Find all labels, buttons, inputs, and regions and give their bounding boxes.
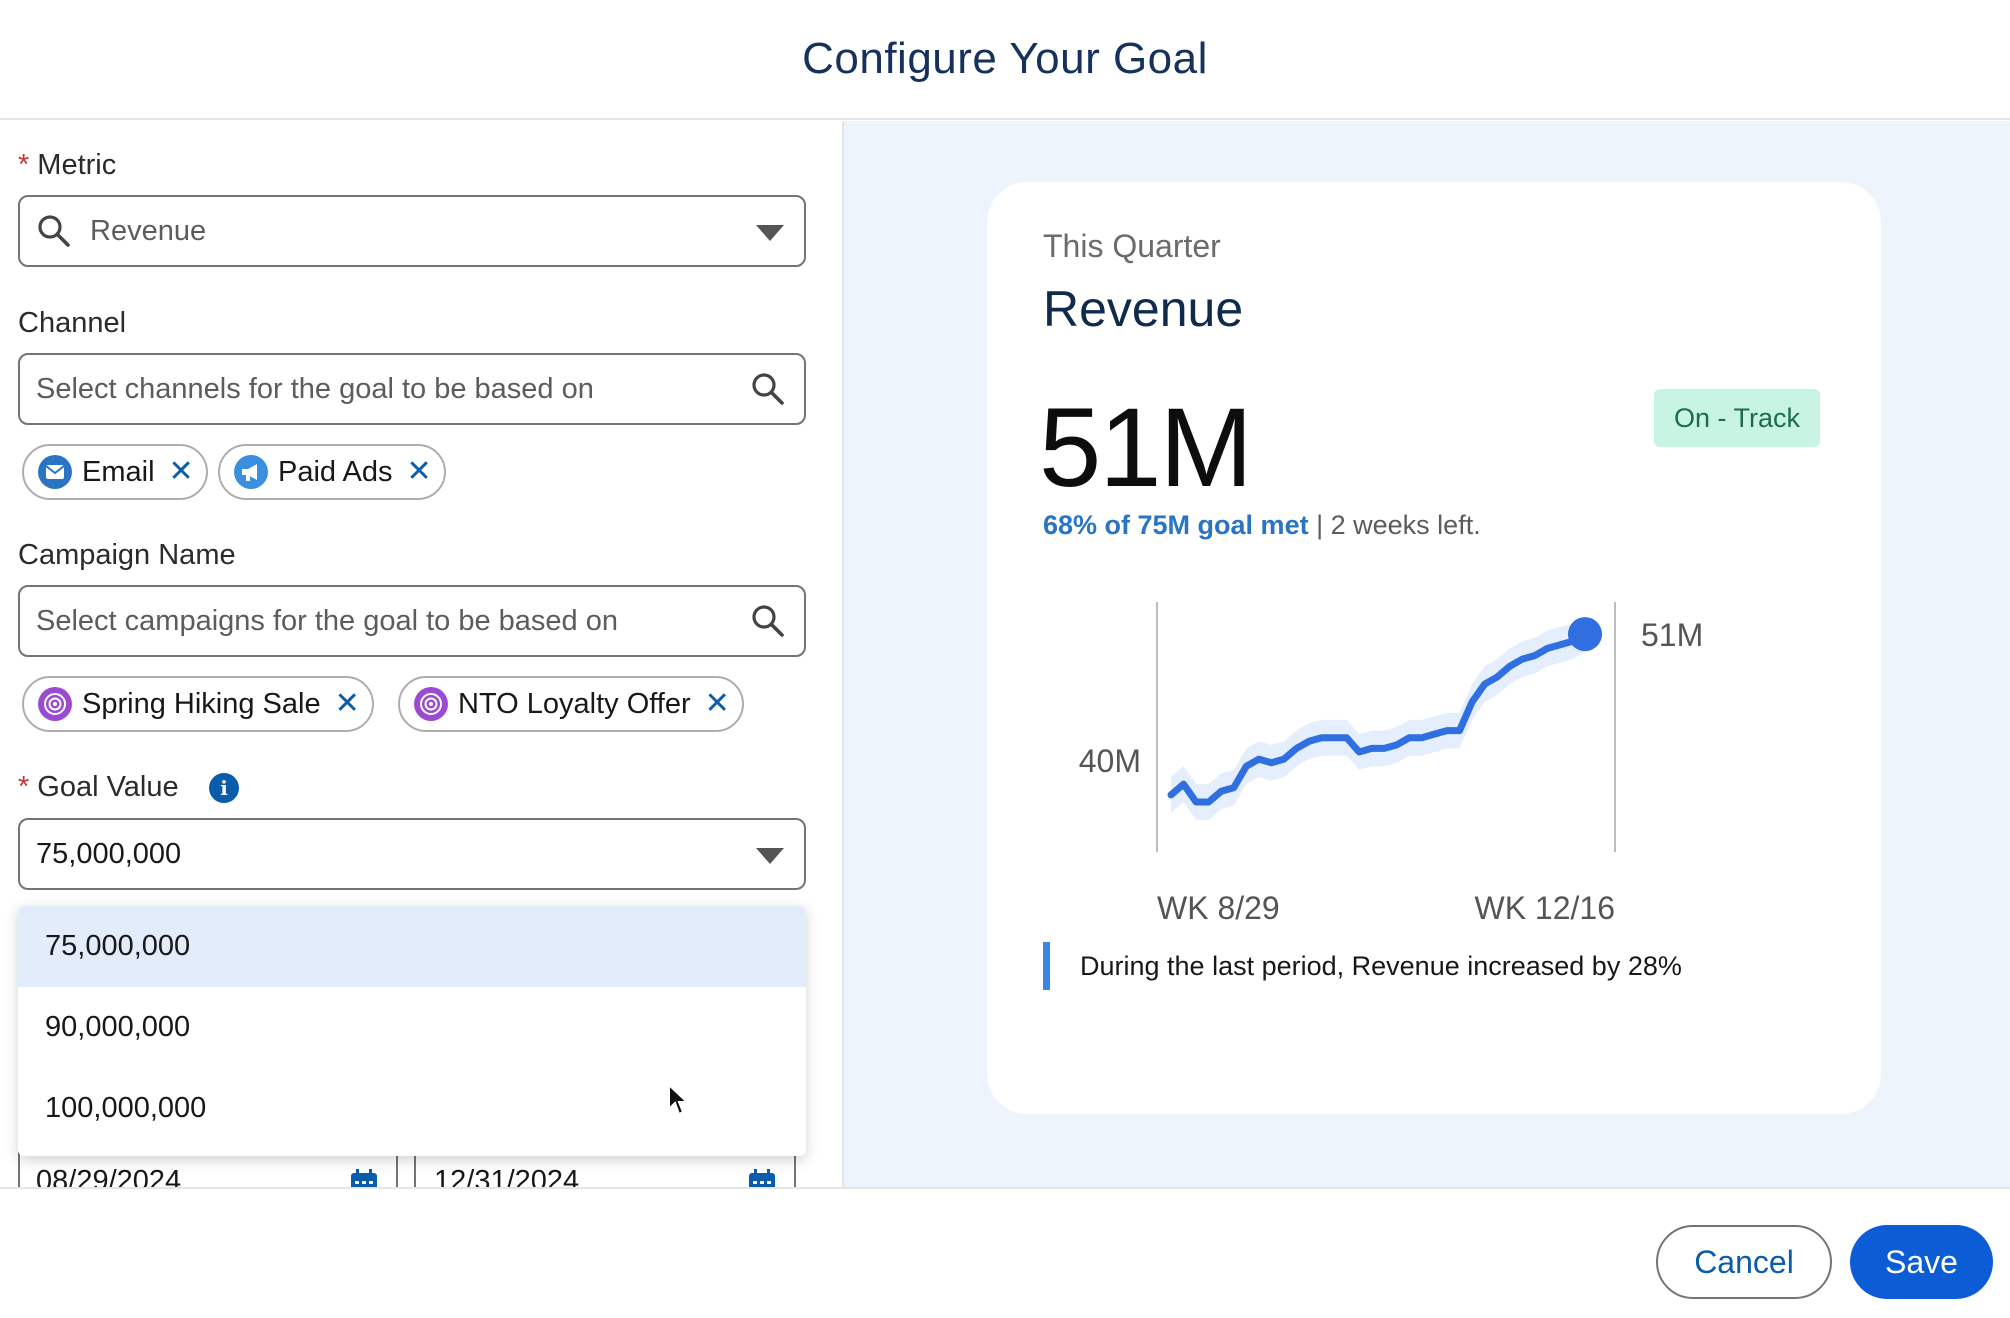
preview-panel: This Quarter Revenue 51M On - Track 68% … xyxy=(842,121,2010,1187)
current-value-point xyxy=(1568,617,1602,652)
campaign-search-input[interactable]: Select campaigns for the goal to be base… xyxy=(18,585,806,657)
goal-progress: 68% of 75M goal met | 2 weeks left. xyxy=(1043,510,1481,541)
period-label: This Quarter xyxy=(1043,228,1221,264)
remove-chip-icon[interactable]: ✕ xyxy=(406,455,432,488)
goal-form: * Metric Revenue Channel Select channels … xyxy=(0,121,842,1187)
y-tick-label: 51M xyxy=(1641,617,1703,653)
time-left: 2 weeks left. xyxy=(1330,510,1481,540)
y-tick-label: 40M xyxy=(1079,743,1141,779)
insight-note: During the last period, Revenue increase… xyxy=(1043,942,1682,990)
goal-value-option[interactable]: 90,000,000 xyxy=(45,1011,191,1043)
channel-chip-paid-ads[interactable]: Paid Ads ✕ xyxy=(218,444,446,500)
channel-placeholder: Select channels for the goal to be based… xyxy=(36,372,594,405)
current-value: 51M xyxy=(1039,385,1253,510)
goal-value-option[interactable]: 100,000,000 xyxy=(45,1092,207,1124)
goal-progress-text: 68% of 75M goal met xyxy=(1043,510,1309,540)
channel-label: Channel xyxy=(18,307,127,339)
search-icon xyxy=(752,605,784,637)
target-icon xyxy=(38,687,72,721)
modal-title: Configure Your Goal xyxy=(802,34,1208,83)
start-date-input[interactable]: 08/29/2024 xyxy=(36,1164,182,1188)
confidence-band xyxy=(1171,616,1585,820)
channel-search-input[interactable]: Select channels for the goal to be based… xyxy=(18,353,806,425)
mouse-cursor-icon xyxy=(668,1083,689,1116)
metric-value: Revenue xyxy=(90,214,207,247)
modal-footer: Cancel Save xyxy=(0,1187,2010,1318)
cancel-button[interactable]: Cancel xyxy=(1656,1225,1832,1299)
chevron-down-icon[interactable] xyxy=(756,225,784,241)
campaign-label: Campaign Name xyxy=(18,539,236,571)
remove-chip-icon[interactable]: ✕ xyxy=(704,687,730,720)
target-icon xyxy=(414,687,448,721)
metric-label: * Metric xyxy=(18,149,117,181)
megaphone-icon xyxy=(234,455,268,489)
campaign-chip-nto-loyalty-offer[interactable]: NTO Loyalty Offer ✕ xyxy=(398,676,744,732)
metric-combobox[interactable]: Revenue xyxy=(18,195,806,267)
remove-chip-icon[interactable]: ✕ xyxy=(168,455,194,488)
goal-preview-card: This Quarter Revenue 51M On - Track 68% … xyxy=(987,182,1881,1114)
channel-chip-email[interactable]: Email ✕ xyxy=(22,444,208,500)
calendar-icon[interactable] xyxy=(748,1169,776,1187)
date-range: 08/29/2024 12/31/2024 xyxy=(18,1151,806,1187)
goal-value-select[interactable]: 75,000,000 xyxy=(18,818,806,890)
goal-value-listbox: 75,000,000 90,000,000 100,000,000 xyxy=(18,906,806,1156)
search-icon xyxy=(38,215,70,247)
goal-value-label: * Goal Value xyxy=(18,771,179,803)
separator: | xyxy=(1316,510,1324,540)
goal-value-current: 75,000,000 xyxy=(36,837,182,870)
revenue-series-line xyxy=(1167,630,1589,806)
metric-title: Revenue xyxy=(1043,281,1244,337)
save-button[interactable]: Save xyxy=(1850,1225,1993,1299)
revenue-line-chart: 40M 51M WK 8/29 WK 12/16 xyxy=(1079,602,1703,926)
search-icon xyxy=(752,373,784,405)
campaign-placeholder: Select campaigns for the goal to be base… xyxy=(36,604,618,637)
x-tick-label: WK 8/29 xyxy=(1157,890,1280,926)
end-date-input[interactable]: 12/31/2024 xyxy=(434,1164,580,1188)
chevron-down-icon[interactable] xyxy=(756,848,784,864)
campaign-chip-spring-hiking-sale[interactable]: Spring Hiking Sale ✕ xyxy=(22,676,374,732)
goal-value-option[interactable]: 75,000,000 xyxy=(18,906,806,987)
info-icon[interactable]: i xyxy=(209,773,239,803)
status-badge: On - Track xyxy=(1654,389,1821,447)
modal-header: Configure Your Goal xyxy=(0,0,2010,120)
remove-chip-icon[interactable]: ✕ xyxy=(334,687,360,720)
x-tick-label: WK 12/16 xyxy=(1474,890,1615,926)
calendar-icon[interactable] xyxy=(350,1169,378,1187)
email-icon xyxy=(38,455,72,489)
